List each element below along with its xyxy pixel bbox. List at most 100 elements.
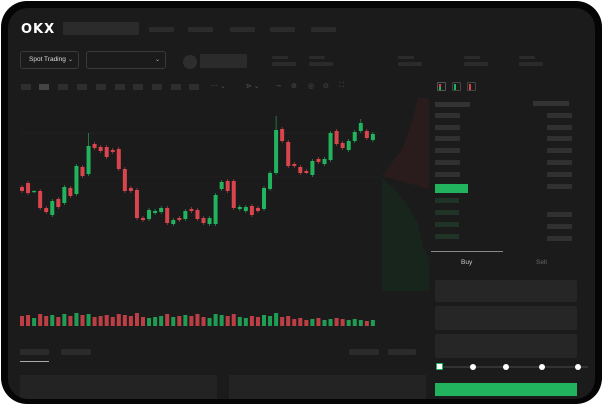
candle: [92, 144, 97, 148]
stat-value: [398, 62, 422, 66]
candle: [50, 201, 55, 215]
volume-bar: [134, 313, 139, 326]
timeframe-button[interactable]: [171, 84, 181, 90]
timeframe-button-active[interactable]: [39, 84, 49, 90]
slider-handle[interactable]: [436, 363, 443, 370]
timeframe-button[interactable]: [58, 84, 68, 90]
volume-bar: [92, 317, 97, 326]
volume-bar: [286, 316, 291, 326]
volume-bar: [189, 316, 194, 326]
bid-amount: [547, 236, 572, 241]
book-bids-icon[interactable]: [452, 82, 461, 91]
candle: [243, 207, 248, 211]
candle: [322, 159, 327, 164]
volume-bar: [298, 318, 303, 326]
timeframe-button[interactable]: [189, 84, 199, 90]
slider-stop[interactable]: [575, 364, 581, 370]
camera-icon[interactable]: ◎: [308, 83, 315, 90]
candle: [86, 146, 91, 174]
price-input[interactable]: [435, 280, 577, 302]
volume-bar: [255, 317, 260, 326]
candle: [370, 134, 375, 140]
tab-open-orders[interactable]: [20, 349, 49, 355]
market-select[interactable]: Spot Trading ⌄: [20, 51, 79, 69]
volume-bar: [147, 318, 152, 326]
book-both-icon[interactable]: [437, 82, 446, 91]
total-input[interactable]: [435, 334, 577, 358]
ask-price: [435, 148, 460, 154]
volume-bar: [165, 314, 170, 326]
filter-button[interactable]: [349, 349, 379, 355]
amount-slider[interactable]: [438, 366, 588, 368]
timeframe-button[interactable]: [133, 84, 143, 90]
search-bar[interactable]: [63, 22, 139, 35]
fullscreen-icon[interactable]: ⛶: [339, 82, 344, 89]
candle: [286, 142, 291, 166]
candle: [98, 147, 103, 151]
volume-bar: [219, 315, 224, 326]
candle: [274, 130, 279, 173]
volume-bar: [104, 315, 109, 326]
candle: [189, 209, 194, 211]
ask-amount: [547, 113, 572, 118]
settings-icon[interactable]: ⊙: [323, 83, 329, 90]
nav-item[interactable]: [311, 27, 336, 32]
indicator-icon[interactable]: ⊳ ⌄: [246, 83, 260, 90]
candle: [201, 218, 206, 223]
ask-price: [435, 159, 460, 165]
slider-stop[interactable]: [539, 364, 545, 370]
candlestick-chart[interactable]: [8, 8, 595, 399]
timeframe-button[interactable]: [21, 84, 31, 90]
active-tab-underline: [20, 361, 49, 362]
volume-bar: [207, 318, 212, 326]
volume-bar: [358, 320, 363, 326]
filter-button[interactable]: [388, 349, 416, 355]
candle: [219, 182, 224, 189]
volume-bar: [340, 319, 345, 326]
ask-price: [435, 113, 460, 118]
line-tool-icon[interactable]: ∼: [276, 83, 282, 90]
candle: [364, 131, 369, 138]
book-asks-icon[interactable]: [467, 82, 476, 91]
nav-item[interactable]: [188, 27, 213, 32]
volume-bar: [262, 315, 266, 326]
candle: [122, 169, 127, 191]
volume-bar: [346, 320, 351, 326]
buy-button[interactable]: [435, 383, 577, 396]
slider-stop[interactable]: [470, 364, 476, 370]
candle: [44, 208, 49, 212]
candle: [280, 129, 285, 141]
tab-order-history[interactable]: [61, 349, 91, 355]
pair-select[interactable]: ⌄: [86, 51, 166, 69]
draw-tool-icon[interactable]: ⊘: [291, 83, 297, 90]
volume-bar: [141, 317, 145, 326]
nav-item[interactable]: [270, 27, 295, 32]
candle: [177, 218, 182, 220]
tab-buy[interactable]: Buy: [461, 259, 473, 266]
candle: [20, 187, 24, 191]
nav-item[interactable]: [149, 27, 174, 32]
candle: [334, 131, 339, 144]
tab-sell[interactable]: Sell: [536, 259, 547, 266]
bid-price: [435, 198, 459, 203]
timeframe-button[interactable]: [115, 84, 125, 90]
candle: [26, 183, 31, 193]
candle-type-icon[interactable]: ⋯ ⌄: [211, 83, 226, 90]
candle: [262, 188, 266, 209]
volume-bar: [183, 315, 188, 326]
market-select-label: Spot Trading: [29, 56, 66, 63]
timeframe-button[interactable]: [77, 84, 87, 90]
amount-input[interactable]: [435, 306, 577, 330]
nav-item[interactable]: [230, 27, 255, 32]
timeframe-button[interactable]: [96, 84, 106, 90]
slider-stop[interactable]: [503, 364, 509, 370]
candle: [165, 208, 170, 223]
timeframe-button[interactable]: [152, 84, 162, 90]
volume-bar: [98, 316, 103, 326]
candle: [183, 211, 188, 219]
candle: [304, 171, 309, 173]
stat-label: [398, 56, 414, 59]
volume-bar: [38, 314, 43, 326]
volume-bar: [243, 318, 248, 326]
candle: [159, 208, 164, 212]
